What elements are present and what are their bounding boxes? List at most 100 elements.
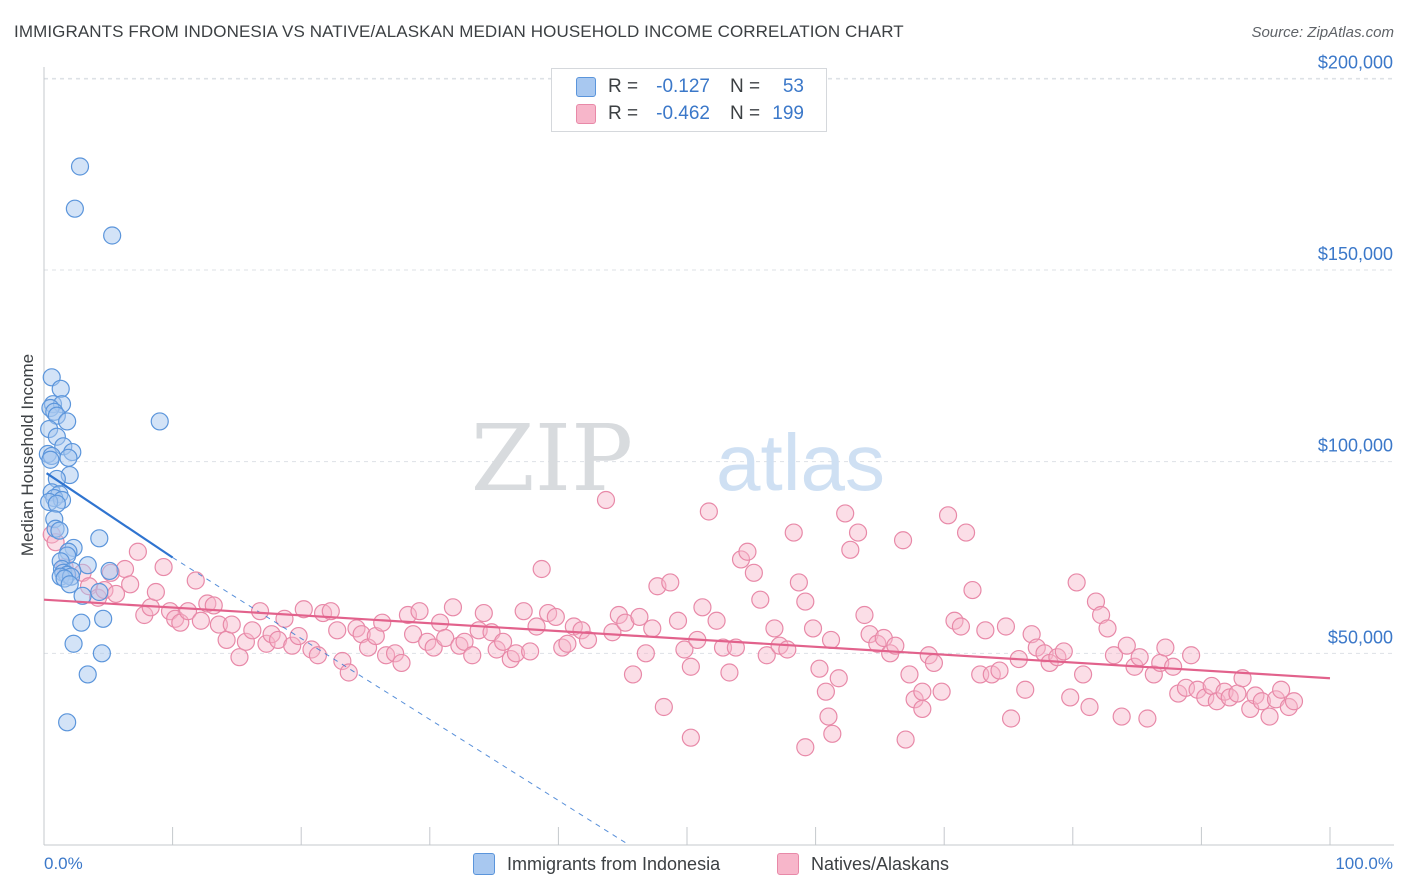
- natives-point: [963, 580, 982, 600]
- y-tick-label: $150,000: [1318, 244, 1393, 264]
- natives-point: [956, 523, 976, 542]
- bottom-legend-indonesia: Immigrants from Indonesia: [473, 852, 720, 876]
- natives-point: [1022, 625, 1041, 644]
- indonesia-point: [50, 521, 69, 540]
- natives-point: [392, 653, 411, 673]
- source-label: Source: ZipAtlas.com: [1251, 24, 1394, 41]
- legend-swatch-pink: [576, 104, 596, 124]
- watermark-atlas: atlas: [716, 418, 885, 507]
- natives-point: [630, 607, 649, 627]
- legend-swatch-blue: [576, 77, 596, 97]
- natives-point: [121, 575, 140, 594]
- natives-point: [376, 646, 396, 665]
- natives-point: [146, 582, 165, 602]
- natives-point: [654, 697, 673, 717]
- natives-point: [243, 621, 262, 640]
- bottom-legend-label-natives: Natives/Alaskans: [811, 853, 950, 874]
- natives-point: [816, 682, 835, 701]
- indonesia-point: [58, 412, 77, 431]
- y-tick-label: $200,000: [1318, 52, 1393, 72]
- natives-point: [257, 634, 276, 653]
- legend-n-value: 199: [772, 103, 804, 124]
- natives-point: [1112, 707, 1131, 726]
- natives-point: [128, 542, 147, 561]
- natives-point: [339, 663, 358, 682]
- natives-point: [1130, 648, 1149, 667]
- natives-point: [860, 625, 879, 644]
- indonesia-point: [92, 644, 111, 663]
- legend-r-value: -0.127: [656, 76, 710, 97]
- legend-n-value: 53: [782, 76, 804, 97]
- indonesia-point: [78, 556, 97, 575]
- natives-point: [1196, 688, 1215, 707]
- bottom-legend-natives: Natives/Alaskans: [777, 852, 949, 876]
- natives-point: [1260, 707, 1279, 726]
- indonesia-point: [78, 665, 97, 684]
- bottom-legend-swatch-pink: [777, 853, 799, 875]
- natives-point: [443, 598, 463, 617]
- natives-point: [623, 665, 643, 684]
- y-tick-label: $50,000: [1328, 627, 1393, 647]
- natives-point: [757, 646, 776, 665]
- natives-point: [681, 657, 700, 676]
- natives-point: [115, 559, 135, 579]
- indonesia-point: [47, 494, 66, 513]
- natives-point: [1098, 619, 1117, 638]
- natives-point: [905, 690, 924, 709]
- natives-point: [699, 502, 718, 521]
- y-axis-label: Median Household Income: [18, 353, 37, 557]
- natives-point: [713, 638, 733, 657]
- natives-point: [938, 506, 958, 525]
- natives-point: [932, 682, 951, 701]
- chart-title: IMMIGRANTS FROM INDONESIA VS NATIVE/ALAS…: [14, 22, 904, 41]
- natives-point: [789, 573, 808, 592]
- natives-point: [283, 636, 302, 655]
- natives-point: [1016, 680, 1035, 699]
- bottom-legend-label-indonesia: Immigrants from Indonesia: [507, 853, 721, 874]
- axes: [43, 67, 1394, 846]
- indonesia-points: [38, 157, 169, 732]
- natives-point: [546, 607, 565, 627]
- natives-point: [596, 490, 616, 510]
- indonesia-point: [150, 412, 169, 431]
- natives-point: [1073, 665, 1093, 684]
- natives-point: [1117, 636, 1136, 655]
- natives-point: [527, 617, 546, 636]
- natives-points: [42, 490, 1304, 757]
- natives-point: [250, 602, 270, 621]
- natives-point: [403, 625, 423, 644]
- natives-point: [661, 573, 680, 592]
- natives-point: [1188, 680, 1207, 699]
- x-tick-label-left: 0.0%: [44, 854, 83, 873]
- natives-point: [765, 619, 784, 638]
- natives-point: [436, 628, 455, 648]
- natives-point: [603, 623, 622, 642]
- natives-point: [506, 644, 526, 663]
- natives-point: [1001, 709, 1021, 728]
- natives-point: [373, 613, 392, 632]
- watermark-zip: ZIP: [471, 405, 633, 512]
- natives-point: [1061, 688, 1080, 707]
- legend-r-label: R =: [608, 103, 639, 124]
- natives-point: [494, 632, 513, 651]
- legend-r-label: R =: [608, 76, 639, 97]
- natives-point: [474, 603, 493, 623]
- natives-point: [463, 646, 482, 665]
- natives-point: [668, 611, 688, 630]
- natives-point: [707, 611, 726, 630]
- natives-point: [1279, 697, 1298, 717]
- indonesia-point: [73, 586, 92, 605]
- natives-point: [720, 663, 739, 682]
- indonesia-point: [94, 609, 113, 628]
- natives-point: [501, 649, 520, 669]
- natives-point: [821, 630, 841, 650]
- natives-point: [819, 707, 838, 726]
- indonesia-point: [51, 379, 70, 398]
- natives-point: [294, 600, 313, 619]
- trend-lines: [43, 472, 1331, 846]
- natives-point: [681, 728, 700, 747]
- natives-point: [521, 642, 540, 661]
- natives-point: [848, 523, 868, 542]
- natives-point: [913, 699, 932, 719]
